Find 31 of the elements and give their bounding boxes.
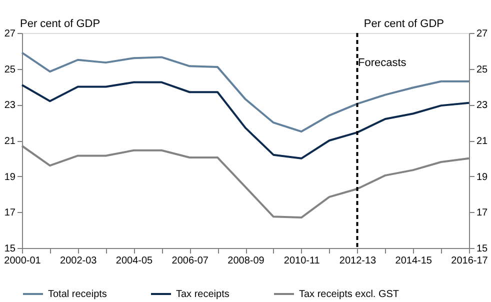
legend-label: Tax receipts: [176, 289, 230, 300]
y2-axis-title: Per cent of GDP: [364, 18, 444, 30]
y2-tick-label: 23: [476, 100, 488, 112]
x-tick-label: 2014-15: [395, 256, 432, 266]
y-tick-label: 21: [4, 136, 16, 147]
y-tick-label: 25: [4, 64, 16, 76]
y2-tick-label: 25: [476, 64, 488, 76]
x-tick-label: 2000-01: [4, 256, 42, 266]
y-tick-label: 19: [4, 172, 16, 183]
y2-tick-label: 15: [476, 244, 488, 254]
x-tick-label: 2002-03: [60, 256, 98, 266]
line-series: [21, 52, 470, 133]
y2-tick-label: 21: [476, 136, 488, 147]
y2-tick-label: 19: [476, 172, 488, 183]
x-tick-label: 2016-17: [451, 256, 488, 266]
x-tick-label: 2004-05: [116, 256, 154, 266]
x-tick-label: 2012-13: [339, 256, 377, 266]
y2-tick-label: 17: [476, 208, 488, 219]
y-axis-title: Per cent of GDP: [20, 18, 100, 30]
y-tick-label: 27: [4, 28, 16, 40]
x-tick-label: 2006-07: [172, 256, 209, 266]
line-series: [21, 81, 470, 160]
y2-tick-label: 27: [476, 28, 488, 40]
y-tick-label: 23: [4, 100, 16, 112]
legend-label: Tax receipts excl. GST: [299, 289, 400, 300]
y-tick-label: 15: [4, 244, 16, 254]
x-tick-label: 2008-09: [228, 256, 265, 266]
x-tick-label: 2010-11: [284, 256, 320, 266]
legend-label: Total receipts: [48, 289, 107, 300]
y-tick-label: 17: [4, 208, 16, 219]
annotation: Forecasts: [358, 57, 407, 69]
